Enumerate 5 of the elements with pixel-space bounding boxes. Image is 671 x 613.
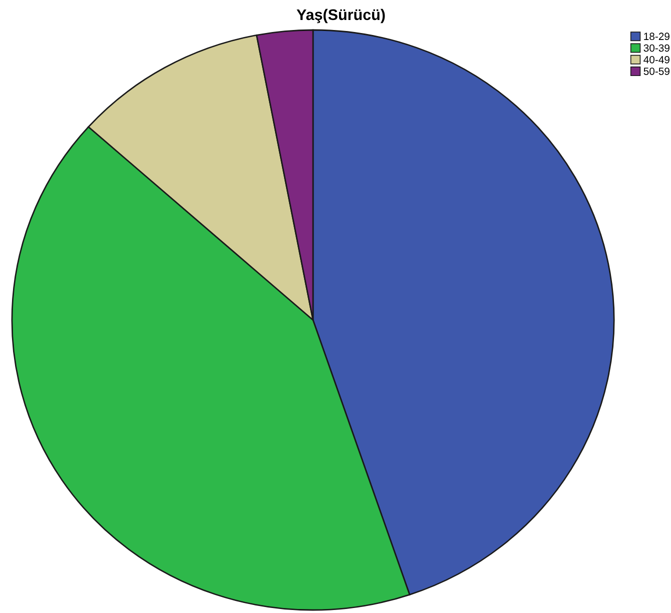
legend-label: 18-29 [644, 32, 670, 40]
legend-label: 50-59 [644, 68, 670, 75]
chart-title: Yaş(Sürücü) [296, 8, 385, 24]
legend-label: 30-39 [644, 44, 670, 52]
legend-label: 40-49 [644, 56, 670, 64]
